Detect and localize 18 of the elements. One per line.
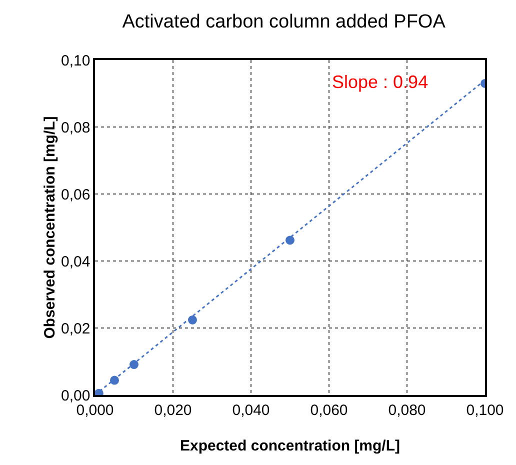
y-tick-label: 0,06 (61, 186, 90, 204)
x-tick-label: 0,100 (466, 402, 504, 419)
point (188, 315, 197, 324)
y-axis-title: Observed concentration [mg/L] (42, 116, 58, 339)
chart-title: Activated carbon column added PFOA (122, 11, 446, 32)
x-tick-label: 0,060 (310, 402, 348, 419)
x-tick-label: 0,020 (154, 402, 192, 419)
y-tick-label: 0,08 (61, 119, 90, 136)
annotation: Slope : 0.94 (332, 72, 428, 92)
x-axis-title: Expected concentration [mg/L] (180, 438, 400, 454)
y-tick-label: 0,00 (61, 387, 90, 404)
x-tick-label: 0,040 (232, 402, 270, 419)
x-tick-label: 0,080 (388, 402, 426, 419)
y-tick-label: 0,04 (61, 253, 90, 270)
x-tick-label: 0,000 (76, 402, 114, 419)
point (130, 360, 138, 370)
y-tick-label: 0,10 (61, 52, 90, 70)
y-tick-label: 0,02 (61, 320, 90, 338)
